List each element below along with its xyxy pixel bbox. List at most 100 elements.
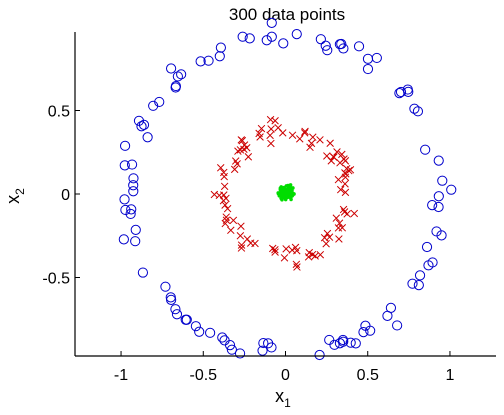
inner-ring-point: [266, 115, 275, 124]
inner-ring-point: [279, 129, 287, 137]
inner-ring-point: [309, 133, 317, 141]
inner-ring-point: [304, 253, 313, 261]
outer-ring-point: [382, 310, 393, 321]
outer-ring-point: [128, 180, 139, 191]
inner-ring-point: [219, 196, 228, 205]
x-axis-label: x1: [275, 386, 291, 410]
x-tick-label: 0: [281, 367, 290, 384]
inner-ring-point: [338, 150, 346, 159]
outer-ring-point: [409, 103, 420, 114]
y-tick-label: 0: [61, 187, 70, 204]
outer-ring-point: [329, 339, 340, 350]
inner-ring-point: [221, 219, 230, 228]
outer-ring-point: [353, 41, 365, 52]
outer-ring-point: [337, 334, 349, 346]
outer-ring-point: [394, 88, 405, 99]
outer-ring-point: [315, 34, 326, 45]
inner-ring-point: [350, 209, 359, 218]
outer-ring-point: [119, 160, 130, 171]
outer-ring-point: [446, 184, 457, 195]
inner-ring-point: [335, 235, 343, 243]
center-cluster-point: [287, 192, 292, 197]
outer-ring-point: [314, 349, 325, 361]
outer-ring-point: [172, 71, 183, 82]
outer-ring-point: [402, 84, 413, 95]
inner-ring-point: [293, 263, 301, 271]
inner-ring-point: [266, 131, 274, 140]
outer-ring-point: [392, 320, 403, 331]
outer-ring-point: [130, 224, 141, 235]
inner-ring-point: [307, 139, 316, 148]
inner-ring-point: [271, 248, 279, 256]
outer-ring-point: [118, 234, 129, 245]
outer-ring-point: [427, 257, 438, 268]
inner-ring-point: [257, 124, 266, 133]
inner-ring-point: [308, 250, 317, 259]
outer-ring-point: [263, 338, 274, 349]
outer-ring-point: [190, 321, 201, 332]
inner-ring-point: [343, 210, 351, 218]
outer-ring-point: [413, 279, 424, 291]
outer-ring-point: [181, 314, 192, 325]
inner-ring-point: [334, 224, 343, 232]
center-cluster-point: [283, 196, 288, 201]
outer-ring-point: [420, 144, 431, 155]
inner-ring-point: [301, 127, 309, 136]
outer-ring-point: [350, 338, 361, 349]
center-cluster-point: [276, 191, 281, 196]
inner-ring-point: [233, 160, 241, 168]
inner-ring-point: [341, 180, 349, 188]
outer-ring-point: [433, 155, 444, 166]
inner-ring-point: [220, 172, 228, 181]
outer-ring-point: [334, 39, 345, 50]
outer-ring-point: [128, 173, 139, 184]
y-axis-label-base: x: [3, 195, 23, 204]
inner-ring-point: [311, 252, 319, 260]
outer-ring-point: [234, 348, 246, 359]
outer-ring-point: [414, 270, 426, 281]
outer-ring-point: [137, 267, 149, 278]
inner-ring-point: [342, 164, 351, 173]
y-axis-label: x2: [3, 188, 27, 204]
inner-ring-point: [271, 116, 279, 125]
x-tick-label: 0.5: [357, 367, 379, 384]
inner-ring-point: [341, 173, 350, 181]
inner-ring-point: [237, 136, 246, 144]
outer-ring-point: [431, 226, 442, 237]
inner-ring-point: [256, 133, 264, 141]
inner-ring-point: [267, 125, 275, 133]
x-tick-label: 1: [446, 367, 455, 384]
outer-ring-point: [362, 63, 374, 75]
y-ticks: -0.5 0 0.5: [42, 103, 80, 288]
outer-ring-point: [322, 45, 333, 56]
inner-ring-point: [230, 165, 239, 174]
inner-ring-point: [237, 241, 246, 249]
outer-ring-point: [138, 119, 150, 130]
outer-ring-point: [437, 175, 448, 186]
outer-ring-point: [427, 200, 438, 211]
outer-ring-point: [224, 340, 236, 351]
outer-ring-point: [215, 42, 226, 53]
outer-ring-point: [324, 334, 335, 346]
outer-ring-point: [226, 344, 237, 355]
x-tick-label: -0.5: [189, 367, 217, 384]
inner-ring-point: [316, 136, 324, 144]
outer-ring-point: [205, 327, 216, 338]
outer-ring-point: [407, 278, 418, 289]
inner-ring-point: [333, 148, 341, 156]
inner-ring-point: [243, 143, 251, 152]
outer-ring-point: [171, 309, 183, 320]
inner-ring-point: [288, 131, 297, 139]
outer-ring-point: [120, 204, 131, 216]
inner-ring-point: [234, 147, 242, 155]
inner-ring-point: [244, 153, 253, 161]
outer-ring-point: [257, 345, 268, 356]
outer-ring-point: [421, 241, 433, 253]
outer-ring-point: [258, 337, 269, 349]
outer-ring-point: [358, 327, 369, 338]
outer-ring-point: [170, 304, 181, 315]
outer-ring-point: [126, 204, 137, 215]
inner-ring-point: [322, 239, 330, 248]
inner-ring-point: [221, 201, 229, 209]
